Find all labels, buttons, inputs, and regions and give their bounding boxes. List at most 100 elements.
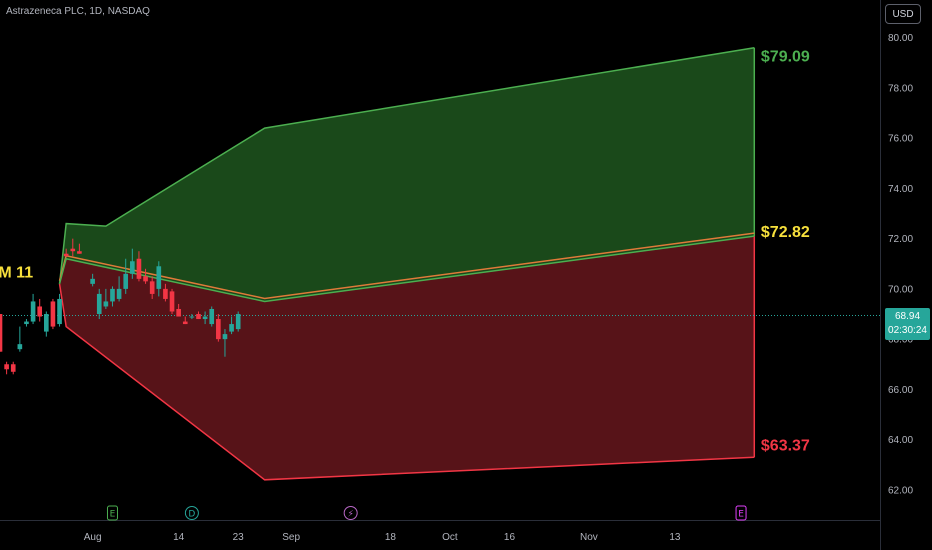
- price-tick-label: 72.00: [888, 234, 913, 245]
- candle-body: [216, 319, 221, 340]
- split-event-icon[interactable]: ⚡: [343, 506, 358, 520]
- candle-body: [37, 306, 43, 317]
- event-letter: ⚡: [348, 510, 354, 520]
- last-price-value: 68.94: [894, 311, 921, 322]
- time-axis: 17Aug1423Sep18Oct16Nov13: [0, 520, 880, 543]
- price-tick-label: 74.00: [888, 184, 913, 195]
- candle: [24, 319, 29, 327]
- annotations: EM 11 $79.09 $72.82 $63.37: [0, 48, 810, 454]
- event-badge: [106, 505, 118, 521]
- candle: [123, 258, 129, 294]
- candle-body: [209, 308, 215, 325]
- time-tick-label: Oct: [442, 532, 458, 543]
- candle-body: [123, 273, 129, 289]
- time-tick-label: 13: [669, 532, 681, 543]
- dividend-event-icon[interactable]: D: [184, 506, 199, 520]
- candle: [156, 261, 162, 297]
- price-tick-label: 80.00: [888, 33, 913, 44]
- candle: [169, 288, 175, 315]
- candle: [189, 314, 195, 320]
- candle: [57, 293, 62, 327]
- candle: [196, 311, 201, 320]
- candle-body: [202, 316, 208, 320]
- candle: [222, 329, 228, 357]
- candle-body: [130, 261, 135, 274]
- candle: [182, 316, 188, 325]
- event-badge: [343, 506, 358, 520]
- time-tick-label: 16: [504, 532, 516, 543]
- price-tick-label: 66.00: [888, 385, 913, 396]
- candle-body: [169, 291, 175, 312]
- candle: [149, 276, 155, 299]
- candle: [70, 238, 76, 257]
- event-letter: D: [188, 510, 195, 520]
- time-tick-label: 23: [233, 532, 245, 543]
- earnings-event-icon[interactable]: E: [106, 505, 118, 521]
- lower-band-line: [58, 283, 755, 481]
- candle: [4, 361, 9, 375]
- candle: [77, 243, 82, 254]
- candle: [50, 298, 56, 330]
- upper-band-line: [58, 46, 755, 284]
- level-annotation: $79.09: [761, 48, 810, 65]
- candle-body: [63, 253, 69, 257]
- candle: [176, 303, 181, 317]
- candle-body: [10, 364, 16, 372]
- middle-band-line: [58, 235, 755, 303]
- candle-body: [50, 301, 56, 327]
- price-tick-label: 62.00: [888, 485, 913, 496]
- event-badge: [184, 506, 199, 520]
- candle-body: [110, 288, 115, 302]
- candle: [0, 314, 3, 352]
- upper-band-fill: [59, 47, 755, 302]
- candle-body: [4, 364, 9, 370]
- price-tick-label: 78.00: [888, 83, 913, 94]
- candle-body: [116, 288, 122, 299]
- event-letter: E: [738, 510, 744, 520]
- candle: [103, 288, 109, 309]
- chart-title: Astrazeneca PLC, 1D, NASDAQ: [6, 6, 150, 17]
- candle: [130, 248, 135, 279]
- candle: [90, 273, 95, 287]
- time-tick-label: Aug: [84, 532, 102, 543]
- candle: [163, 283, 168, 302]
- candle: [235, 311, 241, 332]
- currency-button[interactable]: USD: [885, 4, 921, 24]
- candle: [30, 293, 36, 325]
- candle-body: [229, 324, 234, 332]
- candle: [116, 276, 122, 302]
- candle: [216, 314, 221, 342]
- candle-body: [24, 321, 29, 325]
- event-badge: [735, 505, 747, 521]
- candle-body: [96, 293, 102, 315]
- time-tick-label: Nov: [580, 532, 598, 543]
- expected-move-bands: [0, 46, 880, 481]
- bar-countdown: 02:30:24: [888, 325, 927, 336]
- candle-body: [196, 314, 201, 320]
- price-tick-label: 68.00: [888, 335, 913, 346]
- candle: [10, 361, 16, 375]
- candle-body: [30, 301, 36, 322]
- time-tick-label: 14: [173, 532, 185, 543]
- candle: [202, 311, 208, 325]
- middle-band-line-orange: [58, 232, 755, 300]
- candle-body: [103, 301, 109, 307]
- candle: [96, 288, 102, 320]
- candle-body: [0, 314, 3, 352]
- candle-body: [182, 321, 188, 325]
- time-tick-label: 18: [385, 532, 397, 543]
- candle-body: [44, 314, 49, 332]
- candle: [17, 326, 23, 352]
- price-tick-label: 70.00: [888, 284, 913, 295]
- level-annotation: $63.37: [761, 438, 810, 455]
- candle: [63, 248, 69, 257]
- candle-body: [90, 278, 95, 284]
- candle-body: [222, 334, 228, 340]
- event-letter: E: [110, 510, 116, 520]
- candle: [229, 316, 234, 335]
- earnings-event-icon[interactable]: E: [735, 505, 747, 521]
- time-tick-label: Sep: [282, 532, 300, 543]
- lower-band-fill: [59, 236, 755, 480]
- price-tick-label: 64.00: [888, 435, 913, 446]
